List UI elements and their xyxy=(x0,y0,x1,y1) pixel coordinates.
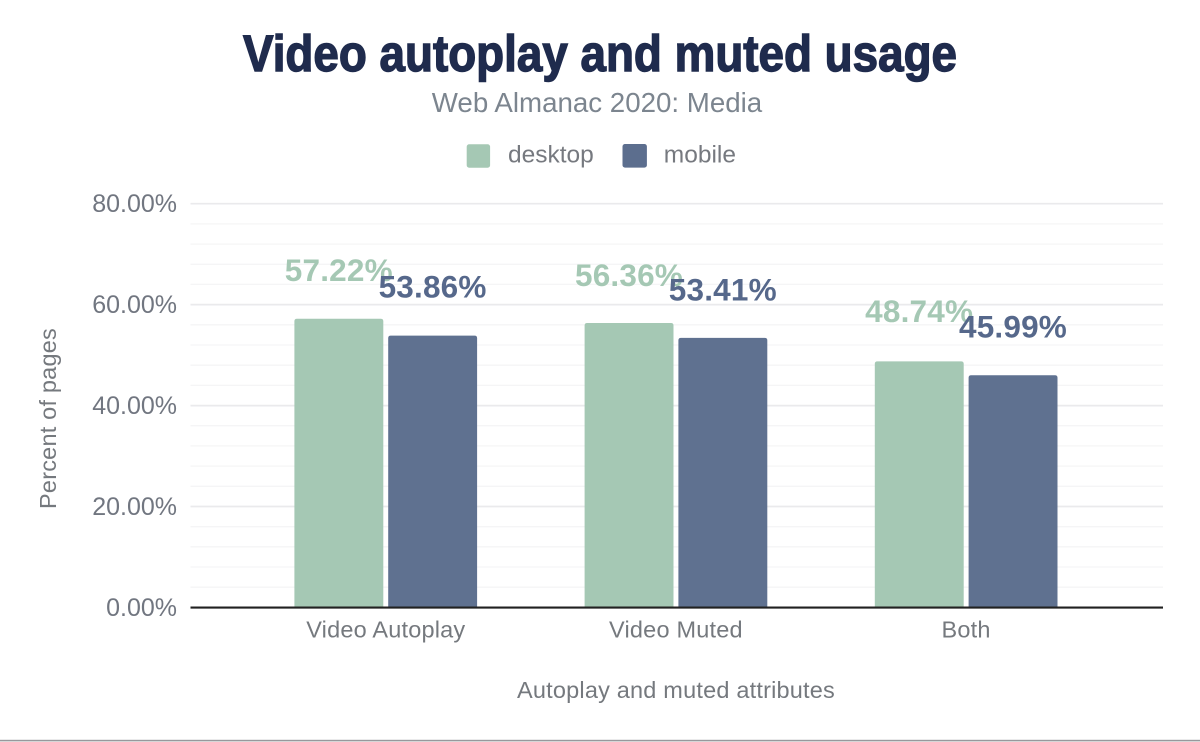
svg-text:40.00%: 40.00% xyxy=(92,392,177,420)
svg-text:53.41%: 53.41% xyxy=(669,271,777,307)
svg-text:Autoplay and muted attributes: Autoplay and muted attributes xyxy=(517,677,835,703)
svg-text:57.22%: 57.22% xyxy=(285,252,393,288)
svg-text:48.74%: 48.74% xyxy=(865,293,973,329)
svg-text:Video autoplay and muted usage: Video autoplay and muted usage xyxy=(243,25,957,82)
svg-text:Video Muted: Video Muted xyxy=(609,617,743,643)
svg-text:56.36%: 56.36% xyxy=(575,257,683,293)
svg-text:Video Autoplay: Video Autoplay xyxy=(306,617,465,643)
svg-text:0.00%: 0.00% xyxy=(106,594,177,622)
svg-text:mobile: mobile xyxy=(664,141,736,168)
svg-text:53.86%: 53.86% xyxy=(379,268,487,304)
svg-text:desktop: desktop xyxy=(508,141,594,168)
svg-text:Both: Both xyxy=(942,617,991,643)
svg-text:Web Almanac 2020: Media: Web Almanac 2020: Media xyxy=(432,87,763,118)
svg-text:60.00%: 60.00% xyxy=(92,291,177,319)
svg-text:80.00%: 80.00% xyxy=(92,190,177,218)
svg-text:20.00%: 20.00% xyxy=(92,493,177,521)
svg-text:Percent of pages: Percent of pages xyxy=(35,328,61,509)
svg-text:45.99%: 45.99% xyxy=(959,309,1067,345)
